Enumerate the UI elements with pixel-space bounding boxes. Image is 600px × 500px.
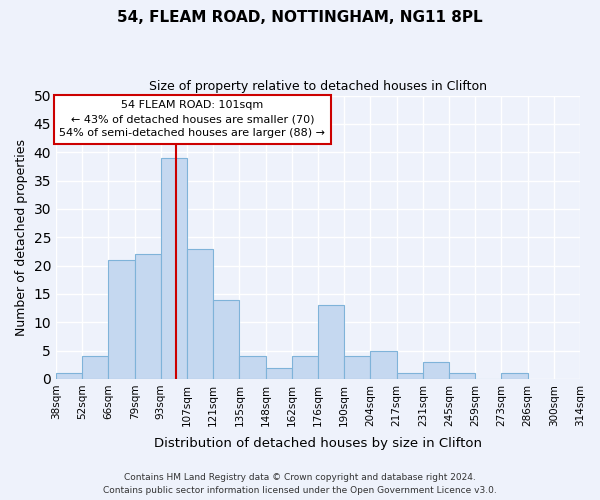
Title: Size of property relative to detached houses in Clifton: Size of property relative to detached ho… <box>149 80 487 93</box>
Bar <box>318 305 344 379</box>
Y-axis label: Number of detached properties: Number of detached properties <box>15 138 28 336</box>
Bar <box>344 356 370 379</box>
Bar <box>370 350 397 379</box>
Bar <box>449 373 475 379</box>
Text: Contains HM Land Registry data © Crown copyright and database right 2024.
Contai: Contains HM Land Registry data © Crown c… <box>103 474 497 495</box>
Bar <box>266 368 292 379</box>
X-axis label: Distribution of detached houses by size in Clifton: Distribution of detached houses by size … <box>154 437 482 450</box>
Bar <box>213 300 239 379</box>
Bar <box>292 356 318 379</box>
Text: 54, FLEAM ROAD, NOTTINGHAM, NG11 8PL: 54, FLEAM ROAD, NOTTINGHAM, NG11 8PL <box>117 10 483 25</box>
Bar <box>187 248 213 379</box>
Bar <box>239 356 266 379</box>
Bar <box>161 158 187 379</box>
Bar <box>82 356 109 379</box>
Bar <box>423 362 449 379</box>
Text: 54 FLEAM ROAD: 101sqm
← 43% of detached houses are smaller (70)
54% of semi-deta: 54 FLEAM ROAD: 101sqm ← 43% of detached … <box>59 100 325 138</box>
Bar <box>397 373 423 379</box>
Bar <box>109 260 134 379</box>
Bar <box>502 373 527 379</box>
Bar <box>56 373 82 379</box>
Bar <box>134 254 161 379</box>
